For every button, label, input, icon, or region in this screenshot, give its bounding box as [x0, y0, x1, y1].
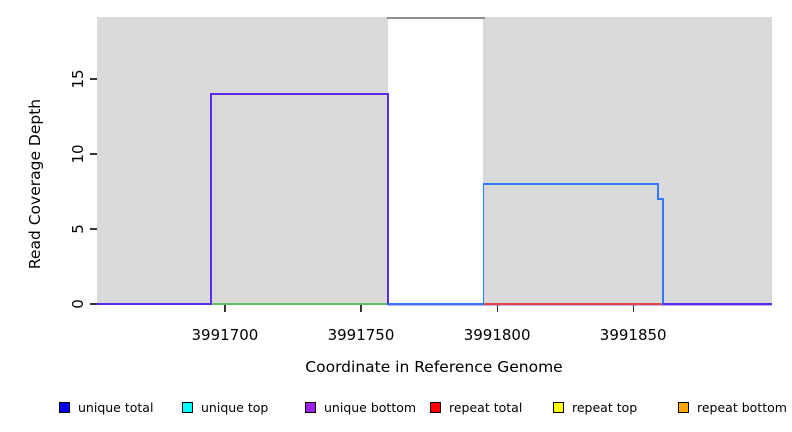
- trace-segment-unique-total: [657, 198, 664, 200]
- trace-segment-unique-total: [483, 183, 658, 185]
- y-tick-mark: [90, 153, 97, 155]
- trace-segment-unique-bottom: [97, 303, 212, 305]
- trace-segment-unique-total: [482, 183, 485, 305]
- x-tick-label-3991700: 3991700: [191, 326, 259, 344]
- y-tick-mark: [90, 78, 97, 80]
- trace-segment-green-baseline: [211, 303, 389, 305]
- repeat-top-swatch-icon: [553, 402, 564, 413]
- x-tick-mark: [224, 305, 226, 312]
- trace-segment-unique-total: [388, 303, 484, 305]
- trace-segment-unique-total: [662, 198, 664, 305]
- x-tick-label-3991800: 3991800: [463, 326, 531, 344]
- unique-top-swatch-icon: [182, 402, 193, 413]
- legend-label: unique top: [201, 400, 269, 415]
- repeat-total-swatch-icon: [430, 402, 441, 413]
- trace-segment-lavender-baseline: [388, 304, 772, 306]
- legend-item-unique-total: unique total: [59, 400, 153, 415]
- unique-total-swatch-icon: [59, 402, 70, 413]
- legend-label: repeat total: [449, 400, 523, 415]
- x-tick-mark: [632, 305, 634, 312]
- legend-item-repeat-total: repeat total: [430, 400, 522, 415]
- y-tick-mark: [90, 303, 97, 305]
- legend-label: repeat bottom: [697, 400, 787, 415]
- trace-segment-clipped-coverage: [386, 17, 485, 20]
- legend-label: unique total: [78, 400, 154, 415]
- trace-segment-unique-bottom: [387, 93, 390, 305]
- legend-item-unique-top: unique top: [182, 400, 268, 415]
- legend-item-unique-bottom: unique bottom: [305, 400, 416, 415]
- repeat-bottom-swatch-icon: [678, 402, 689, 413]
- masked-region: [388, 17, 484, 304]
- x-tick-mark: [360, 305, 362, 312]
- trace-segment-unique-total: [656, 183, 659, 200]
- unique-bottom-swatch-icon: [305, 402, 316, 413]
- trace-segment-right-baseline: [663, 303, 772, 305]
- y-tick-mark: [90, 228, 97, 230]
- x-tick-label-3991850: 3991850: [599, 326, 667, 344]
- trace-segment-red-baseline: [483, 303, 664, 305]
- x-axis-title: Coordinate in Reference Genome: [305, 358, 563, 376]
- x-tick-mark: [496, 305, 498, 312]
- trace-segment-unique-bottom: [211, 93, 389, 95]
- legend-label: unique bottom: [324, 400, 417, 415]
- legend-item-repeat-bottom: repeat bottom: [678, 400, 787, 415]
- legend-label: repeat top: [572, 400, 638, 415]
- x-tick-label-3991750: 3991750: [327, 326, 395, 344]
- trace-segment-unique-bottom: [210, 93, 213, 305]
- legend-item-repeat-top: repeat top: [553, 400, 637, 415]
